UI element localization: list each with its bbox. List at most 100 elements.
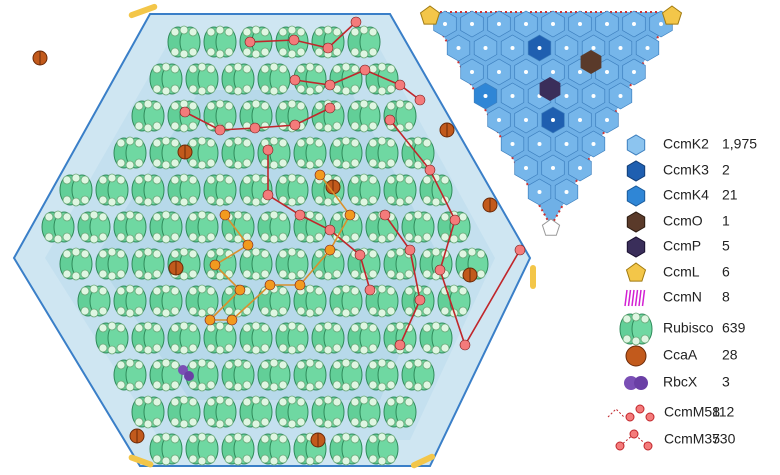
rubisco-small-subunit xyxy=(143,419,153,429)
rubisco-small-subunit xyxy=(71,271,81,281)
rubisco-small-subunit xyxy=(134,249,144,259)
rubisco-small-subunit xyxy=(269,432,279,442)
rubisco-small-subunit xyxy=(116,175,126,185)
rubisco-small-subunit xyxy=(206,306,216,316)
rubisco-small-subunit xyxy=(350,306,360,316)
rubisco-small-subunit xyxy=(404,158,414,168)
rubisco-small-subunit xyxy=(269,308,279,318)
rubisco-small-subunit xyxy=(260,454,270,464)
rubisco-small-subunit xyxy=(188,269,198,279)
rubisco-small-subunit xyxy=(278,397,288,407)
rubisco-small-subunit xyxy=(170,360,180,370)
rubisco-small-subunit xyxy=(622,314,632,324)
rubisco-small-subunit xyxy=(431,345,441,355)
rubisco-small-subunit xyxy=(188,434,198,444)
rubisco-small-subunit xyxy=(314,397,324,407)
scaffold-bead xyxy=(324,224,336,236)
scaffold-bead xyxy=(322,42,334,54)
scaffold-bead xyxy=(262,189,274,201)
rubisco-small-subunit xyxy=(341,308,351,318)
rubisco-small-subunit xyxy=(152,138,162,148)
legend-name: CcmK2 xyxy=(663,136,709,152)
rubisco-small-subunit xyxy=(377,432,387,442)
rubisco-small-subunit xyxy=(224,286,234,296)
rubisco-small-subunit xyxy=(377,62,387,72)
rubisco-small-subunit xyxy=(206,175,216,185)
rubisco-small-subunit xyxy=(179,395,189,405)
rubisco-small-subunit xyxy=(242,434,252,444)
pore xyxy=(483,46,488,50)
rubisco-small-subunit xyxy=(278,158,288,168)
rubisco-small-subunit xyxy=(224,306,234,316)
rubisco-small-subunit xyxy=(179,49,189,59)
rubisco-small-subunit xyxy=(296,27,306,37)
rubisco-small-subunit xyxy=(89,308,99,318)
scaffold-bead xyxy=(394,339,406,351)
legend-icon xyxy=(625,262,647,282)
pore xyxy=(537,46,542,50)
rubisco-small-subunit xyxy=(134,397,144,407)
rubisco-small-subunit xyxy=(206,27,216,37)
scaffold-bead xyxy=(249,122,261,134)
rubisco-small-subunit xyxy=(152,306,162,316)
rubisco-small-subunit xyxy=(377,456,387,466)
rubisco-small-subunit xyxy=(224,195,234,205)
rubisco-small-subunit xyxy=(296,84,306,94)
rubisco-small-subunit xyxy=(368,195,378,205)
rubisco-small-subunit xyxy=(350,121,360,131)
rubisco-small-subunit xyxy=(296,306,306,316)
rubisco-small-subunit xyxy=(350,417,360,427)
rubisco-small-subunit xyxy=(62,249,72,259)
rubisco-small-subunit xyxy=(152,249,162,259)
rubisco-small-subunit xyxy=(206,138,216,148)
rubisco-small-subunit xyxy=(350,380,360,390)
pore xyxy=(497,70,501,74)
pore xyxy=(564,190,569,194)
rubisco-small-subunit xyxy=(215,173,225,183)
rubisco-small-subunit xyxy=(368,27,378,37)
rubisco-small-subunit xyxy=(377,284,387,294)
legend-name: CcmL xyxy=(663,264,700,280)
rubisco-small-subunit xyxy=(251,25,261,35)
rubisco-small-subunit xyxy=(368,212,378,222)
rubisco-small-subunit xyxy=(359,419,369,429)
rubisco-small-subunit xyxy=(323,419,333,429)
rubisco-small-subunit xyxy=(422,380,432,390)
rubisco-small-subunit xyxy=(224,380,234,390)
legend-name: CcaA xyxy=(663,347,698,363)
rubisco-small-subunit xyxy=(161,62,171,72)
rubisco-small-subunit xyxy=(377,234,387,244)
rubisco-small-subunit xyxy=(134,417,144,427)
rubisco-small-subunit xyxy=(233,432,243,442)
rubisco-small-subunit xyxy=(278,306,288,316)
rubisco-small-subunit xyxy=(143,345,153,355)
rubisco-small-subunit xyxy=(305,456,315,466)
rubisco-small-subunit xyxy=(152,323,162,333)
rubisco-small-subunit xyxy=(224,101,234,111)
rubisco-small-subunit xyxy=(242,195,252,205)
rubisco-small-subunit xyxy=(152,64,162,74)
legend-count: 2 xyxy=(722,162,730,178)
scaffold-chain xyxy=(384,214,421,346)
rubisco-small-subunit xyxy=(170,212,180,222)
ccml-vertex xyxy=(410,453,436,469)
pore xyxy=(578,118,582,122)
rubisco-small-subunit xyxy=(125,284,135,294)
rubisco-small-subunit xyxy=(341,136,351,146)
rubisco-small-subunit xyxy=(287,197,297,207)
rubisco-small-subunit xyxy=(314,306,324,316)
ccml-vertex xyxy=(530,265,536,289)
rubisco-small-subunit xyxy=(296,269,306,279)
rubisco-small-subunit xyxy=(305,160,315,170)
rubisco-small-subunit xyxy=(116,323,126,333)
legend-count: 112 xyxy=(712,404,735,420)
rubisco-small-subunit xyxy=(341,62,351,72)
rubisco-small-subunit xyxy=(404,232,414,242)
rubisco-small-subunit xyxy=(287,173,297,183)
rubisco-small-subunit xyxy=(206,286,216,296)
rubisco-small-subunit xyxy=(404,343,414,353)
legend-name: CcmK4 xyxy=(663,187,709,203)
pore xyxy=(551,70,555,74)
rubisco-small-subunit xyxy=(422,195,432,205)
rubisco-small-subunit xyxy=(314,286,324,296)
